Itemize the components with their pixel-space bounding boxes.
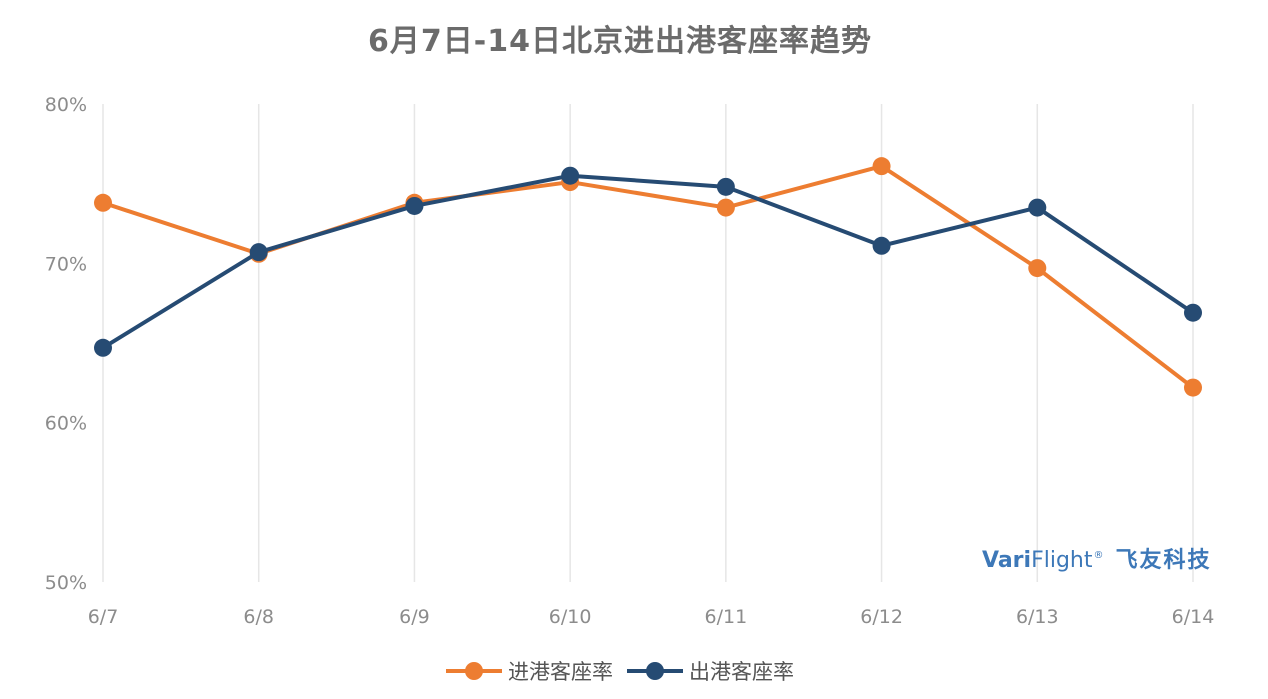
legend-swatch-inbound (446, 661, 502, 681)
watermark-registered-mark: ® (1093, 550, 1104, 561)
y-tick-label: 60% (45, 413, 87, 435)
legend-swatch-outbound (627, 661, 683, 681)
legend-label-inbound: 进港客座率 (508, 660, 613, 684)
series-layer (94, 157, 1202, 397)
x-tick-label: 6/8 (243, 606, 274, 628)
data-point[interactable] (405, 196, 424, 215)
data-point[interactable] (716, 198, 735, 217)
series-line (101, 164, 1195, 390)
x-tick-label: 6/14 (1172, 606, 1215, 628)
series-0 (94, 157, 1202, 397)
x-tick-label: 6/10 (549, 606, 592, 628)
x-tick-label: 6/13 (1016, 606, 1059, 628)
y-tick-label: 70% (45, 253, 87, 275)
chart-title: 6月7日-14日北京进出港客座率趋势 (368, 24, 872, 59)
x-tick-label: 6/9 (399, 606, 430, 628)
legend-dot-outbound (646, 662, 664, 680)
legend-item-inbound[interactable]: 进港客座率 (446, 656, 613, 686)
axis-layer: 6/7 6/8 6/9 6/10 6/11 6/12 6/13 6/14 50% 60% 70% 80… (45, 94, 1215, 628)
data-point[interactable] (1028, 259, 1047, 278)
watermark-brand-bold: Vari (982, 548, 1032, 573)
data-point[interactable] (94, 193, 112, 212)
x-tick-label: 6/11 (705, 606, 748, 628)
y-tick-label: 80% (45, 94, 87, 116)
y-tick-label: 50% (45, 572, 87, 594)
legend-label-outbound: 出港客座率 (689, 660, 794, 684)
grid-layer (102, 104, 1194, 582)
watermark-brand-cn: 飞友科技 (1115, 548, 1212, 573)
data-point[interactable] (872, 157, 891, 176)
data-point[interactable] (872, 236, 891, 255)
x-tick-label: 6/7 (88, 606, 119, 628)
variflight-watermark: Vari Flight ® 飞友科技 (982, 542, 1212, 574)
data-point[interactable] (1184, 303, 1202, 322)
data-point[interactable] (249, 243, 268, 262)
series-line (101, 173, 1195, 350)
data-point[interactable] (1028, 198, 1047, 217)
series-1 (94, 166, 1202, 357)
data-point[interactable] (716, 177, 735, 196)
chart-legend: 进港客座率 出港客座率 (0, 656, 1240, 686)
watermark-brand-light: Flight (1031, 548, 1093, 573)
data-point[interactable] (1184, 378, 1202, 397)
legend-dot-inbound (465, 662, 483, 680)
legend-item-outbound[interactable]: 出港客座率 (627, 656, 794, 686)
data-point[interactable] (561, 166, 580, 185)
x-tick-label: 6/12 (860, 606, 903, 628)
data-point[interactable] (94, 338, 112, 357)
